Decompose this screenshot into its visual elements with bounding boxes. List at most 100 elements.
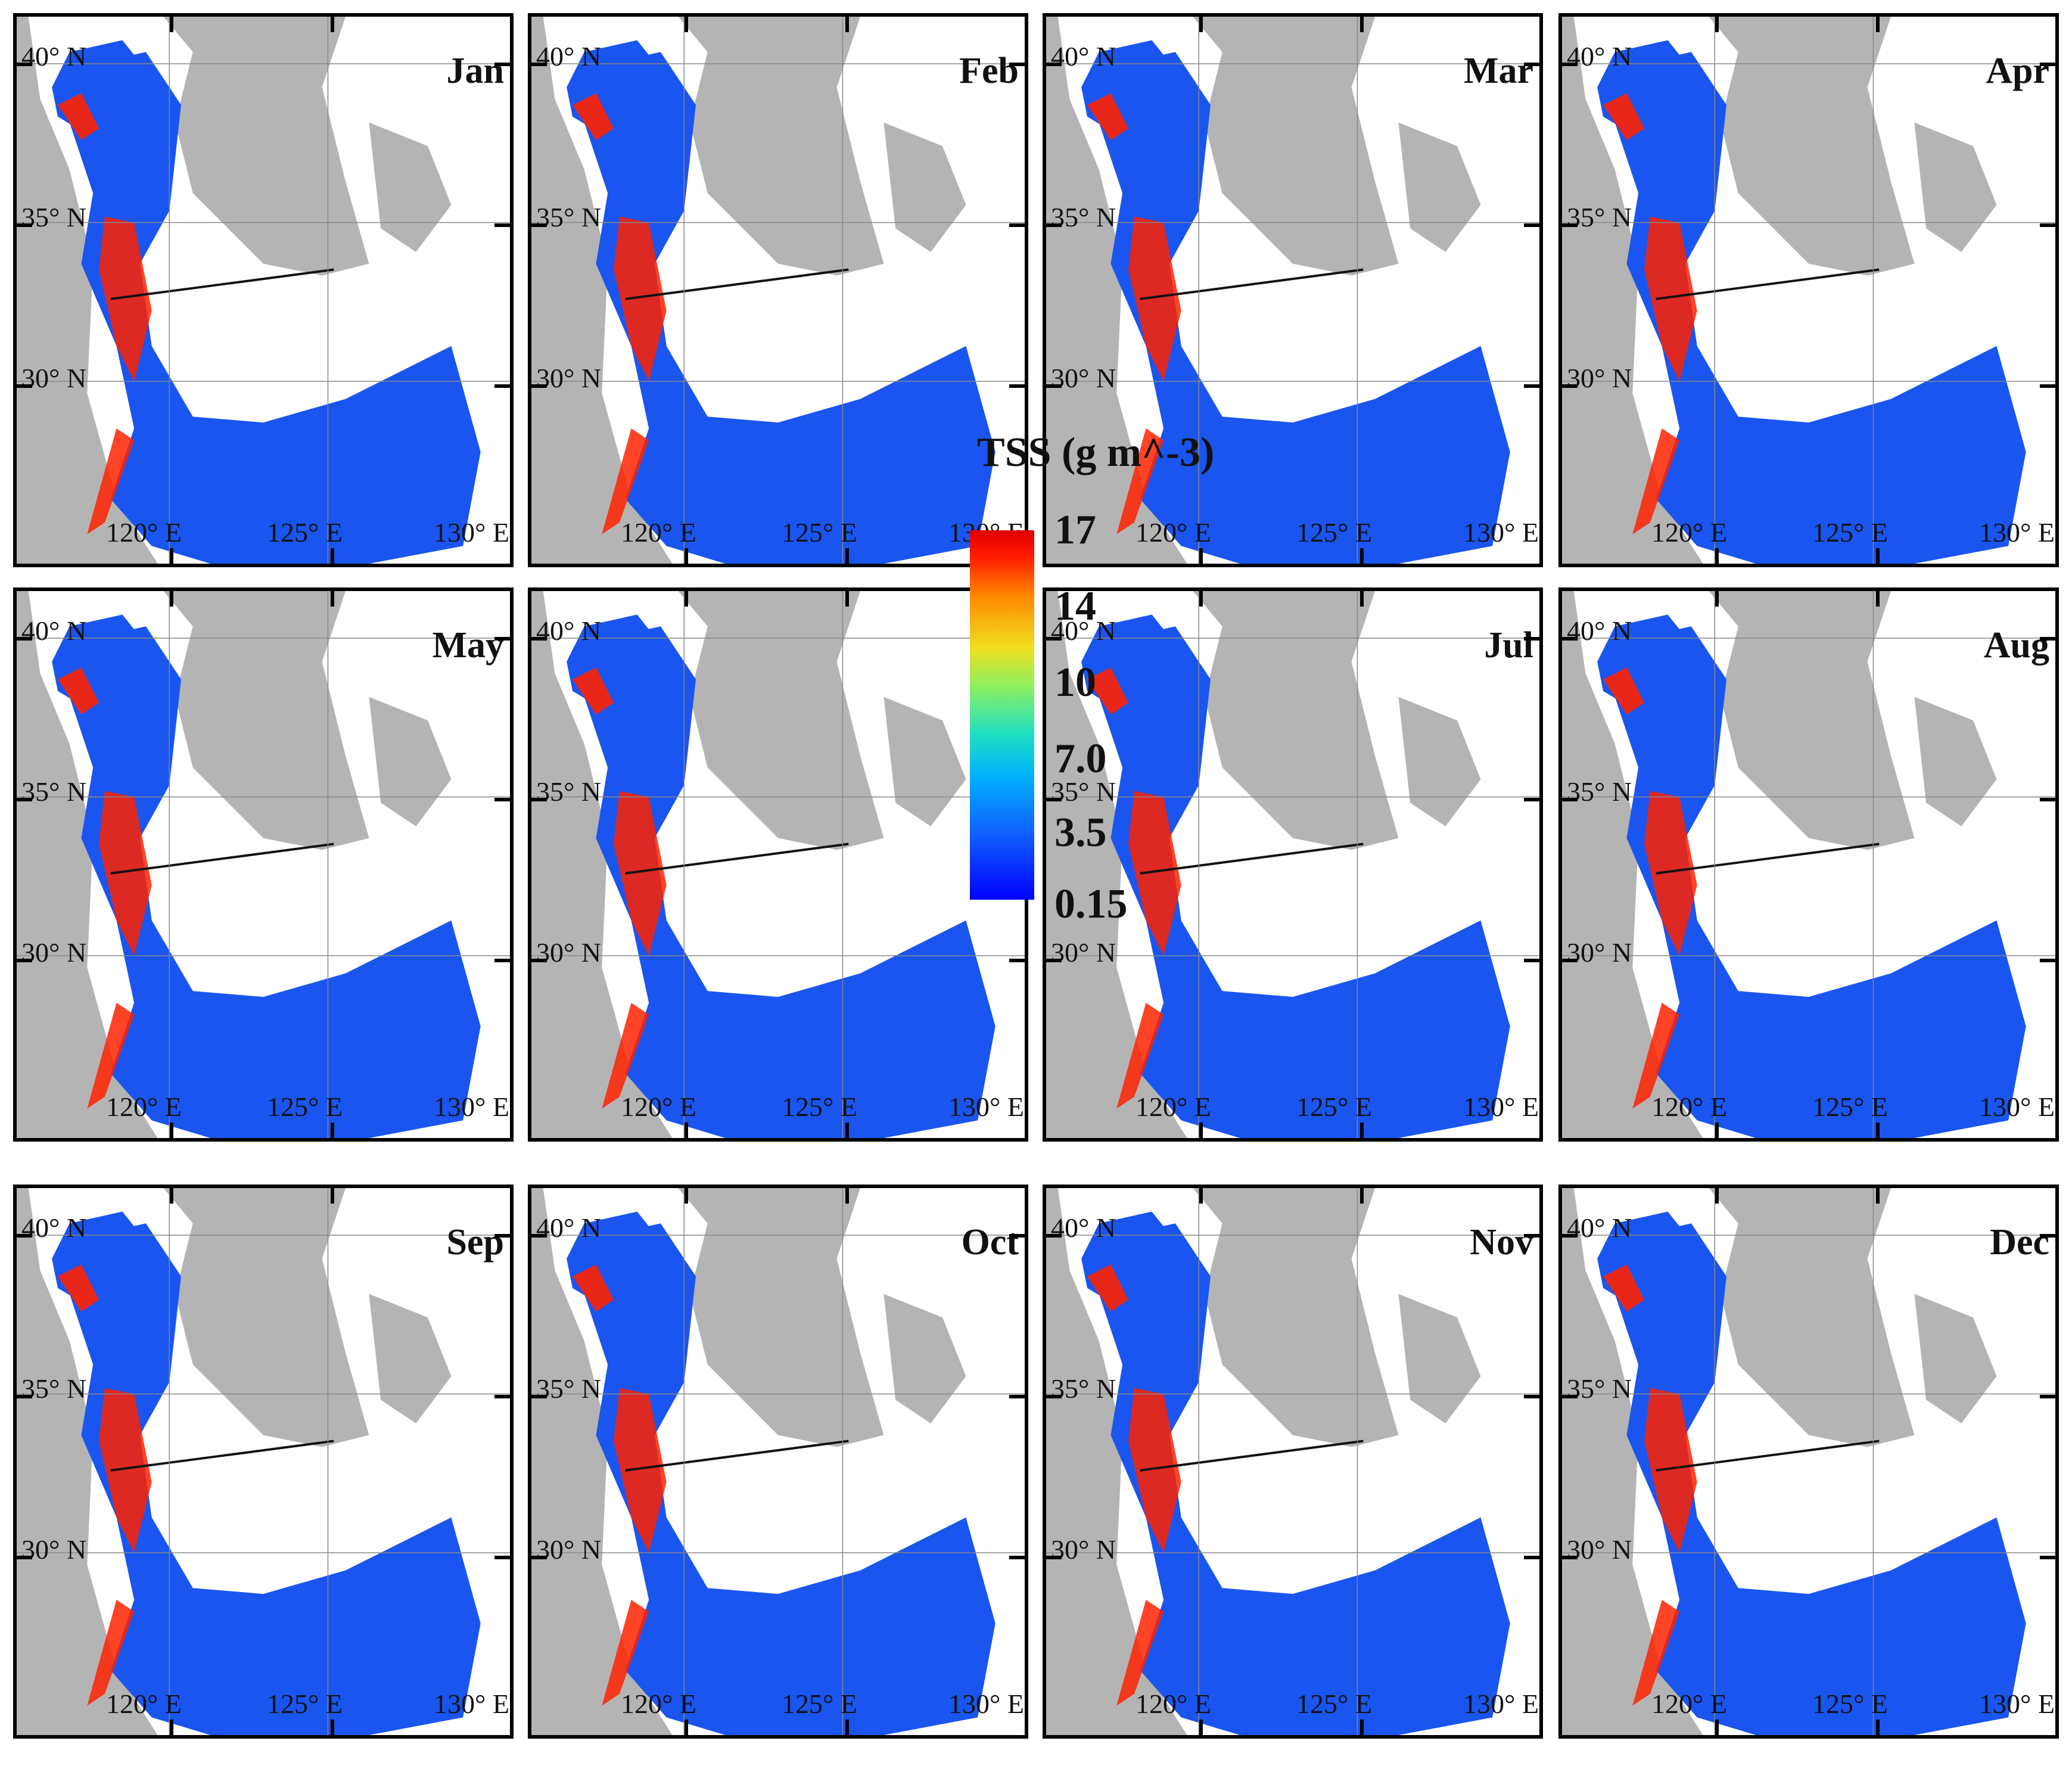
axis-tick: [845, 1188, 849, 1204]
high-tss-patch: [1128, 791, 1181, 956]
axis-tick: [1360, 1720, 1364, 1735]
axis-tick: [2040, 223, 2055, 227]
axis-tick: [2040, 1234, 2055, 1238]
land-region: [1046, 1188, 1187, 1735]
land-region: [1046, 1188, 1399, 1447]
high-tss-patch: [1087, 667, 1128, 715]
high-tss-patch: [99, 216, 152, 381]
axis-tick: [1046, 63, 1062, 66]
axis-tick: [1360, 17, 1364, 32]
axis-tick: [17, 384, 32, 388]
axis-tick: [531, 1556, 547, 1559]
latitude-label: 35° N: [1051, 1373, 1116, 1404]
latitude-label: 30° N: [21, 937, 87, 968]
land-region: [17, 591, 369, 850]
axis-tick: [1562, 384, 1578, 388]
axis-tick: [531, 1395, 547, 1398]
month-label: Sep: [446, 1222, 504, 1263]
high-tss-patch: [602, 1599, 649, 1706]
latitude-label: 35° N: [1567, 776, 1632, 807]
month-label: Jul: [1484, 625, 1533, 666]
map-panel: Oct 40° N 35° N 30° N 120° E 125° E 130° E: [528, 1185, 1028, 1739]
longitude-label: 125° E: [267, 517, 343, 548]
axis-tick: [1876, 1123, 1880, 1138]
axis-tick: [1009, 384, 1025, 388]
high-tss-patch: [58, 667, 99, 715]
axis-tick: [1562, 1234, 1578, 1238]
axis-tick: [170, 1188, 173, 1204]
axis-tick: [1715, 591, 1719, 607]
axis-tick: [1524, 63, 1539, 66]
axis-tick: [531, 384, 547, 388]
high-tss-patch: [87, 428, 135, 534]
axis-tick: [331, 17, 334, 32]
high-tss-patch: [1632, 428, 1680, 534]
land-region: [17, 17, 158, 564]
colorbar-tick: 17: [1054, 507, 1096, 553]
longitude-label: 130° E: [1979, 517, 2055, 548]
axis-tick: [1199, 1188, 1203, 1204]
axis-tick: [170, 1123, 173, 1138]
axis-tick: [685, 591, 688, 607]
axis-tick: [1876, 1188, 1880, 1204]
korea-land: [1398, 697, 1481, 826]
high-tss-patch: [87, 1599, 135, 1706]
latitude-label: 35° N: [536, 202, 602, 232]
land-region: [531, 1188, 673, 1735]
land-region: [1046, 591, 1187, 1138]
axis-tick: [845, 591, 849, 607]
axis-tick: [1715, 1123, 1719, 1138]
section-line: [1656, 1440, 1880, 1472]
axis-tick: [1876, 17, 1880, 32]
axis-tick: [1009, 959, 1025, 962]
sea-tss-field: [1099, 626, 1510, 1138]
axis-tick: [1524, 637, 1539, 641]
axis-tick: [494, 384, 510, 388]
high-tss-patch: [1116, 1002, 1164, 1109]
sea-tss-field: [584, 1223, 995, 1735]
axis-tick: [2040, 798, 2055, 801]
latitude-label: 40° N: [1051, 41, 1116, 71]
high-tss-patch: [1603, 1264, 1644, 1312]
korea-land: [369, 697, 452, 826]
longitude-label: 130° E: [1979, 1092, 2055, 1122]
axis-tick: [531, 637, 547, 641]
korea-land: [1398, 122, 1481, 252]
sea-tss-field: [1614, 626, 2026, 1138]
axis-tick: [531, 63, 547, 66]
colorbar-tick: 7.0: [1054, 736, 1107, 782]
korea-land: [1914, 697, 1997, 826]
axis-tick: [170, 17, 173, 32]
longitude-label: 125° E: [1296, 1092, 1372, 1122]
land-region: [1562, 591, 1915, 850]
axis-tick: [685, 1188, 688, 1204]
longitude-label: 130° E: [948, 1092, 1024, 1122]
colorbar-tick: 10: [1054, 660, 1096, 705]
longitude-label: 130° E: [1463, 517, 1539, 548]
axis-tick: [1046, 384, 1062, 388]
latitude-label: 30° N: [536, 937, 602, 968]
high-tss-patch: [614, 216, 667, 381]
map-panel: Nov 40° N 35° N 30° N 120° E 125° E 130° E: [1043, 1185, 1543, 1739]
axis-tick: [494, 1556, 510, 1559]
land-region: [531, 1188, 884, 1447]
land-region: [1562, 591, 1703, 1138]
axis-tick: [845, 1720, 849, 1735]
axis-tick: [1199, 1123, 1203, 1138]
axis-tick: [685, 548, 688, 564]
korea-land: [369, 122, 452, 252]
longitude-label: 120° E: [106, 517, 182, 548]
high-tss-patch: [1116, 428, 1164, 534]
latitude-label: 30° N: [536, 363, 602, 393]
land-region: [1046, 17, 1187, 564]
month-label: Mar: [1463, 51, 1533, 91]
month-label: Nov: [1470, 1222, 1533, 1263]
longitude-label: 120° E: [1135, 1092, 1211, 1122]
axis-tick: [1009, 1556, 1025, 1559]
longitude-label: 130° E: [434, 1689, 509, 1719]
axis-tick: [845, 1123, 849, 1138]
land-region: [17, 1188, 158, 1735]
axis-tick: [1009, 63, 1025, 66]
high-tss-patch: [99, 791, 152, 956]
